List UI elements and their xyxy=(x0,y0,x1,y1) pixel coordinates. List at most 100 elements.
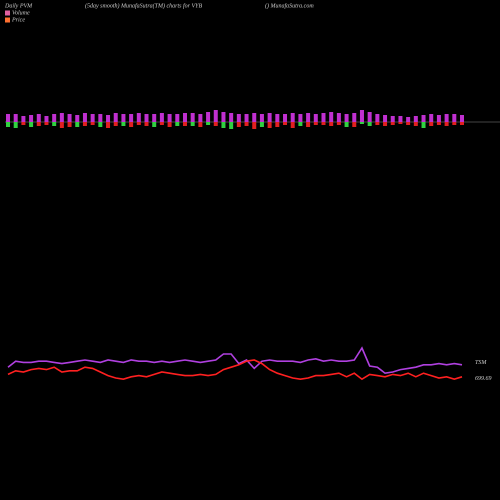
volume-bar-up xyxy=(44,116,49,122)
volume-bar-up xyxy=(283,114,288,122)
volume-bar-down xyxy=(259,122,264,127)
volume-bar-down xyxy=(321,122,326,125)
volume-bar-down xyxy=(390,122,395,125)
volume-bar-up xyxy=(106,115,111,122)
volume-bar-down xyxy=(113,122,118,126)
volume-bar-up xyxy=(259,114,264,122)
volume-bar-down xyxy=(444,122,449,126)
volume-bar-up xyxy=(129,114,134,122)
volume-bar-up xyxy=(98,114,103,122)
volume-bar-down xyxy=(129,122,134,127)
volume-bar-down xyxy=(283,122,288,125)
volume-bar-down xyxy=(75,122,80,127)
volume-bar-down xyxy=(136,122,141,125)
volume-bar-up xyxy=(198,114,203,122)
volume-bar-up xyxy=(436,115,441,122)
volume-bar-up xyxy=(367,112,372,122)
volume-bar-down xyxy=(52,122,57,126)
volume-bar-down xyxy=(460,122,464,125)
volume-bar-up xyxy=(182,113,187,122)
legend-label: Volume xyxy=(12,10,30,16)
volume-bar-down xyxy=(190,122,195,126)
series-label: TSM xyxy=(475,360,487,366)
volume-bar-up xyxy=(82,113,87,122)
volume-bar-down xyxy=(290,122,295,128)
volume-bar-up xyxy=(36,114,41,122)
volume-bar-up xyxy=(206,112,211,122)
volume-bar-up xyxy=(229,113,234,122)
chart-title: Daily PVM xyxy=(4,3,33,9)
volume-bar-down xyxy=(313,122,318,125)
volume-bar-up xyxy=(13,114,18,122)
volume-bar-down xyxy=(298,122,303,126)
volume-bar-up xyxy=(144,114,149,122)
chart-subtitle: (5day smooth) MunafaSutra(TM) charts for… xyxy=(85,2,202,9)
volume-bar-up xyxy=(413,116,418,122)
volume-bar-up xyxy=(152,114,157,122)
volume-bar-up xyxy=(190,113,195,122)
volume-bar-up xyxy=(359,110,364,122)
volume-bar-down xyxy=(36,122,41,126)
volume-bar-down xyxy=(452,122,457,125)
volume-bar-up xyxy=(236,114,241,122)
volume-bar-down xyxy=(6,122,10,127)
volume-bar-up xyxy=(59,113,64,122)
volume-bar-down xyxy=(198,122,203,127)
volume-bar-down xyxy=(59,122,64,128)
volume-bar-up xyxy=(167,114,172,122)
volume-bar-up xyxy=(421,115,426,122)
volume-bar-down xyxy=(167,122,172,127)
volume-bar-down xyxy=(152,122,157,127)
volume-bar-down xyxy=(229,122,234,129)
volume-bar-down xyxy=(175,122,180,126)
volume-bar-down xyxy=(352,122,357,127)
volume-bar-down xyxy=(67,122,72,127)
volume-bar-up xyxy=(290,113,295,122)
volume-bar-up xyxy=(267,113,272,122)
volume-bar-up xyxy=(221,112,226,122)
volume-bar-down xyxy=(144,122,149,126)
volume-bar-down xyxy=(429,122,434,126)
volume-bar-down xyxy=(275,122,280,127)
volume-bar-down xyxy=(306,122,311,127)
volume-bar-down xyxy=(267,122,272,128)
series-label: 699.69 xyxy=(475,376,492,382)
volume-bar-up xyxy=(244,114,249,122)
volume-bar-down xyxy=(21,122,26,125)
volume-bar-up xyxy=(336,113,341,122)
volume-bar-down xyxy=(121,122,126,126)
volume-bar-up xyxy=(429,114,434,122)
volume-bar-up xyxy=(67,114,72,122)
volume-bar-down xyxy=(244,122,249,126)
volume-bar-down xyxy=(336,122,341,125)
volume-bar-down xyxy=(106,122,111,128)
volume-bar-down xyxy=(13,122,18,128)
legend-swatch xyxy=(5,10,10,16)
volume-bar-up xyxy=(390,116,395,122)
series-line xyxy=(7,346,463,375)
volume-bar-up xyxy=(52,114,57,122)
volume-bar-down xyxy=(344,122,349,127)
volume-bar-up xyxy=(329,112,334,122)
source: () MunafaSutra.com xyxy=(265,2,314,9)
volume-bar-up xyxy=(6,114,10,122)
volume-bar-down xyxy=(206,122,211,125)
series-line xyxy=(7,359,463,381)
volume-bar-down xyxy=(406,122,411,125)
volume-bar-down xyxy=(421,122,426,128)
volume-bar-up xyxy=(344,114,349,122)
volume-bar-down xyxy=(367,122,372,126)
volume-bar-up xyxy=(398,116,403,122)
volume-bar-up xyxy=(21,116,26,122)
volume-bar-up xyxy=(159,113,164,122)
volume-bar-down xyxy=(221,122,226,128)
volume-bar-up xyxy=(375,114,380,122)
volume-bar-down xyxy=(236,122,241,127)
volume-bar-up xyxy=(175,114,180,122)
volume-bar-up xyxy=(460,115,464,122)
volume-bar-down xyxy=(213,122,218,126)
volume-bar-down xyxy=(252,122,257,129)
volume-bar-up xyxy=(121,114,126,122)
volume-bar-up xyxy=(213,110,218,122)
